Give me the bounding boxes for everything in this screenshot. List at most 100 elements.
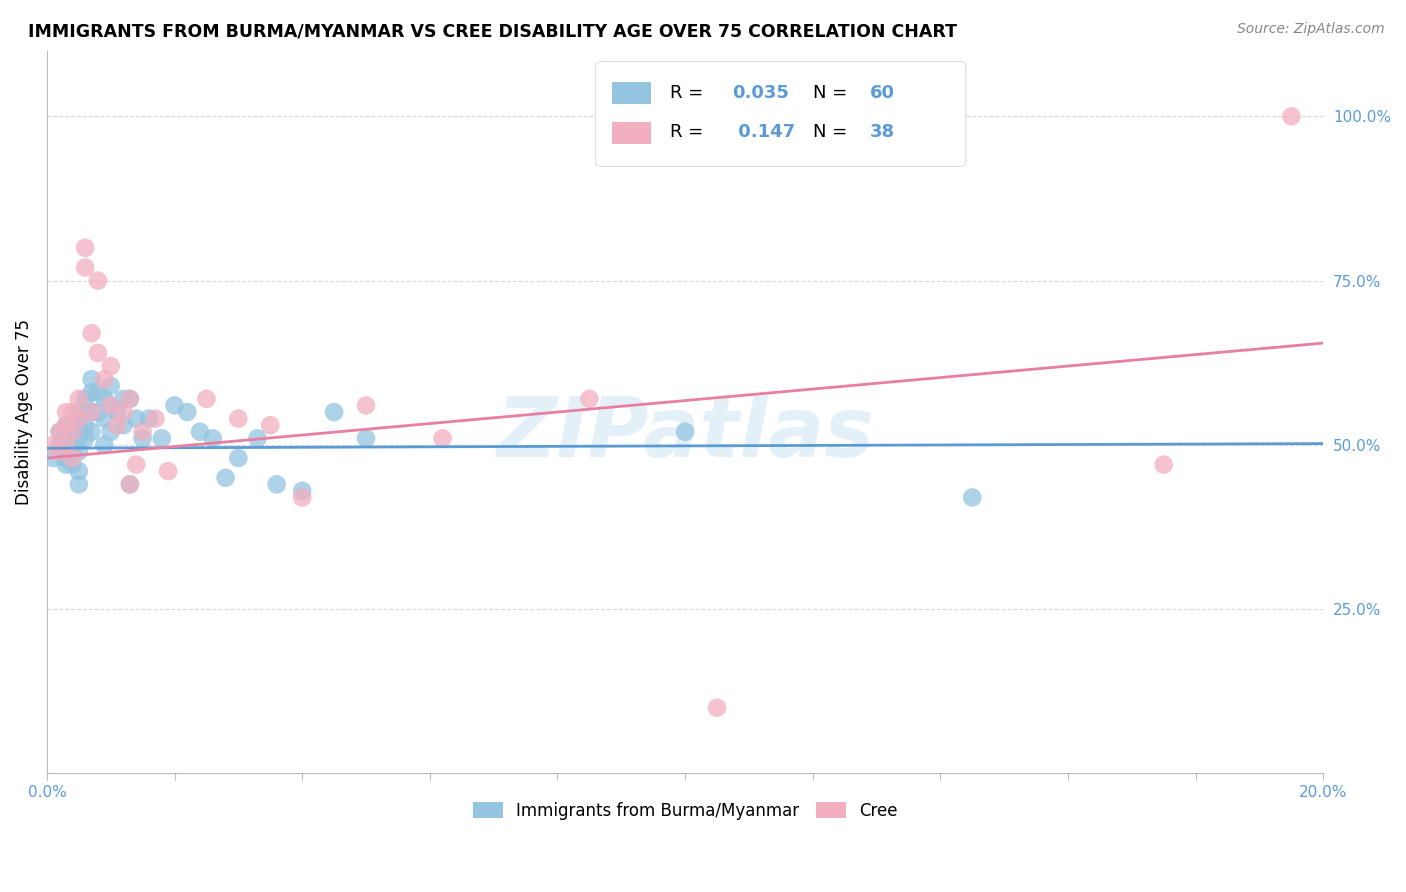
Point [67, 444, 90, 458]
Point [100, 399, 122, 413]
Point [323, 405, 346, 419]
Point [75, 392, 97, 406]
Point [131, 431, 153, 445]
Point [291, 483, 314, 498]
Point [75, 405, 97, 419]
Point [706, 700, 728, 714]
Point [55, 438, 77, 452]
Point [55, 458, 77, 472]
Point [62, 425, 84, 439]
Point [87, 346, 110, 360]
Point [112, 405, 135, 419]
Point [80, 326, 103, 341]
FancyBboxPatch shape [613, 82, 651, 104]
Point [55, 431, 77, 445]
Point [1279, 109, 1302, 123]
Point [105, 405, 128, 419]
Point [157, 464, 180, 478]
Point [67, 418, 90, 433]
Point [246, 431, 269, 445]
Point [112, 418, 135, 433]
Point [62, 405, 84, 419]
Point [125, 411, 148, 425]
Point [62, 444, 84, 458]
Point [55, 405, 77, 419]
Point [80, 425, 103, 439]
Point [75, 418, 97, 433]
Point [75, 431, 97, 445]
Point [1153, 458, 1175, 472]
Text: 0.035: 0.035 [733, 84, 789, 102]
Point [80, 405, 103, 419]
FancyBboxPatch shape [596, 62, 966, 166]
Point [176, 405, 198, 419]
Point [962, 491, 984, 505]
Point [80, 385, 103, 400]
Legend: Immigrants from Burma/Myanmar, Cree: Immigrants from Burma/Myanmar, Cree [465, 795, 904, 827]
Point [55, 418, 77, 433]
Point [259, 418, 281, 433]
Point [673, 425, 696, 439]
Point [93, 438, 115, 452]
Point [118, 392, 141, 406]
Text: N =: N = [813, 123, 852, 141]
Point [55, 451, 77, 466]
Point [138, 411, 160, 425]
Point [578, 392, 600, 406]
Point [55, 438, 77, 452]
Point [195, 392, 218, 406]
Point [48, 425, 70, 439]
Point [67, 411, 90, 425]
Point [55, 444, 77, 458]
Text: ZIPatlas: ZIPatlas [496, 393, 875, 475]
Point [80, 405, 103, 419]
Point [67, 477, 90, 491]
Point [62, 418, 84, 433]
Point [201, 431, 224, 445]
Point [131, 425, 153, 439]
Point [150, 431, 173, 445]
Text: IMMIGRANTS FROM BURMA/MYANMAR VS CREE DISABILITY AGE OVER 75 CORRELATION CHART: IMMIGRANTS FROM BURMA/MYANMAR VS CREE DI… [28, 22, 957, 40]
Point [93, 392, 115, 406]
Point [125, 458, 148, 472]
Point [118, 477, 141, 491]
Point [93, 372, 115, 386]
Point [48, 425, 70, 439]
Point [118, 477, 141, 491]
Point [291, 491, 314, 505]
Point [214, 471, 236, 485]
Point [112, 392, 135, 406]
Text: R =: R = [669, 84, 709, 102]
Point [105, 418, 128, 433]
Point [100, 359, 122, 373]
Point [75, 260, 97, 275]
Point [93, 411, 115, 425]
Point [62, 431, 84, 445]
Point [67, 464, 90, 478]
Point [354, 399, 377, 413]
Text: 0.147: 0.147 [733, 123, 796, 141]
Point [55, 418, 77, 433]
Point [354, 431, 377, 445]
Point [62, 458, 84, 472]
Point [100, 425, 122, 439]
Point [67, 431, 90, 445]
FancyBboxPatch shape [613, 122, 651, 144]
Point [42, 451, 65, 466]
Point [48, 444, 70, 458]
Point [228, 451, 250, 466]
Point [100, 378, 122, 392]
Point [87, 385, 110, 400]
Point [87, 274, 110, 288]
Point [87, 405, 110, 419]
Point [432, 431, 454, 445]
Y-axis label: Disability Age Over 75: Disability Age Over 75 [15, 319, 32, 505]
Point [145, 411, 167, 425]
Point [62, 425, 84, 439]
Point [163, 399, 186, 413]
Point [118, 392, 141, 406]
Text: N =: N = [813, 84, 852, 102]
Point [188, 425, 211, 439]
Text: R =: R = [669, 123, 709, 141]
Point [100, 399, 122, 413]
